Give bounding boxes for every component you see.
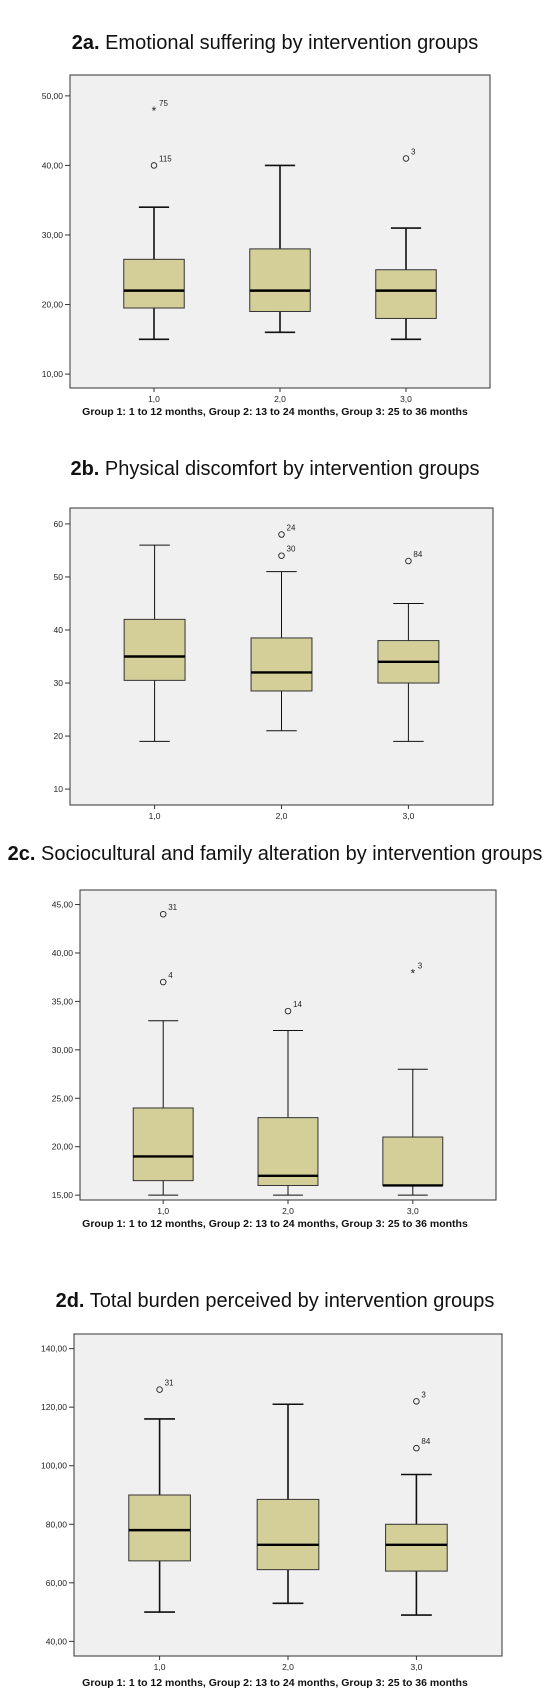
chart-title-prefix: 2b. xyxy=(70,458,100,480)
outlier-label: 30 xyxy=(287,545,296,554)
x-tick-label: 3,0 xyxy=(410,1662,422,1672)
chart-title-prefix: 2d. xyxy=(55,1290,85,1312)
outlier-marker xyxy=(405,557,412,565)
outlier-label: 75 xyxy=(159,99,168,108)
box xyxy=(128,1494,191,1562)
outlier-label: 3 xyxy=(421,1390,426,1399)
y-tick-label: 60 xyxy=(54,519,64,529)
outlier-label: 24 xyxy=(287,524,296,533)
outlier-label: 4 xyxy=(168,971,173,980)
extreme-outlier-marker: * xyxy=(152,104,157,118)
box xyxy=(123,258,185,309)
y-tick-label: 30 xyxy=(54,678,64,688)
box xyxy=(382,1136,444,1186)
box xyxy=(249,248,311,312)
x-tick-label: 1,0 xyxy=(157,1206,169,1216)
chart-title-text: Emotional suffering by intervention grou… xyxy=(105,32,479,54)
x-tick-label: 2,0 xyxy=(282,1662,294,1672)
box xyxy=(132,1107,194,1182)
y-tick-label: 40,00 xyxy=(52,948,74,958)
y-tick-label: 50,00 xyxy=(42,91,64,101)
x-tick-label: 2,0 xyxy=(274,394,286,404)
outlier-marker xyxy=(413,1444,420,1452)
chart-title-prefix: 2a. xyxy=(71,32,100,54)
y-tick-label: 30,00 xyxy=(52,1045,74,1055)
y-tick-label: 35,00 xyxy=(52,996,74,1006)
y-tick-label: 40 xyxy=(54,625,64,635)
extreme-outlier-marker: * xyxy=(410,966,415,980)
outlier-label: 31 xyxy=(165,1379,174,1388)
x-tick-label: 2,0 xyxy=(282,1206,294,1216)
y-tick-label: 120,00 xyxy=(41,1402,67,1412)
box xyxy=(375,269,437,319)
y-tick-label: 10 xyxy=(54,784,64,794)
chart-title: 2b. Physical discomfort by intervention … xyxy=(0,458,550,481)
chart-title-text: Physical discomfort by intervention grou… xyxy=(104,458,480,480)
x-tick-label: 3,0 xyxy=(407,1206,419,1216)
box xyxy=(257,1117,319,1186)
box xyxy=(123,618,186,681)
y-tick-label: 140,00 xyxy=(41,1344,67,1354)
y-tick-label: 50 xyxy=(54,572,64,582)
outlier-marker xyxy=(278,531,285,538)
outlier-label: 31 xyxy=(168,903,177,912)
y-tick-label: 60,00 xyxy=(46,1578,68,1588)
x-tick-label: 1,0 xyxy=(149,811,161,821)
outlier-marker xyxy=(284,1007,292,1015)
outlier-label: 3 xyxy=(411,147,416,156)
box xyxy=(385,1523,448,1572)
outlier-marker xyxy=(413,1398,420,1405)
x-tick-label: 3,0 xyxy=(400,394,412,404)
y-tick-label: 30,00 xyxy=(42,230,64,240)
chart-title-text: Total burden perceived by intervention g… xyxy=(89,1290,495,1312)
chart-title: 2a. Emotional suffering by intervention … xyxy=(0,32,550,55)
outlier-label: 3 xyxy=(418,961,423,970)
outlier-marker xyxy=(278,552,285,559)
outlier-marker xyxy=(159,978,167,986)
y-tick-label: 10,00 xyxy=(42,369,64,379)
outlier-label: 84 xyxy=(421,1437,430,1446)
outlier-marker xyxy=(402,155,410,162)
y-tick-label: 80,00 xyxy=(46,1519,68,1529)
chart-caption: Group 1: 1 to 12 months, Group 2: 13 to … xyxy=(82,406,468,418)
outlier-marker xyxy=(150,162,158,169)
outlier-marker xyxy=(156,1386,163,1393)
y-tick-label: 40,00 xyxy=(46,1636,68,1646)
outlier-label: 14 xyxy=(293,1000,302,1009)
outlier-label: 115 xyxy=(159,154,172,163)
box xyxy=(250,637,313,692)
outlier-label: 84 xyxy=(413,550,422,559)
chart-caption: Group 1: 1 to 12 months, Group 2: 13 to … xyxy=(82,1677,468,1689)
y-tick-label: 45,00 xyxy=(52,900,74,910)
chart-title-prefix: 2c. xyxy=(7,843,36,865)
box xyxy=(256,1498,320,1571)
outlier-marker xyxy=(159,910,167,918)
chart-title-text: Sociocultural and family alteration by i… xyxy=(40,843,543,865)
x-tick-label: 2,0 xyxy=(276,811,288,821)
chart-title: 2c. Sociocultural and family alteration … xyxy=(0,843,550,866)
y-tick-label: 20 xyxy=(54,731,64,741)
y-tick-label: 20,00 xyxy=(42,300,64,310)
y-tick-label: 100,00 xyxy=(41,1461,67,1471)
y-tick-label: 25,00 xyxy=(52,1093,74,1103)
y-tick-label: 15,00 xyxy=(52,1190,74,1200)
x-tick-label: 1,0 xyxy=(154,1662,166,1672)
y-tick-label: 40,00 xyxy=(42,160,64,170)
chart-title: 2d. Total burden perceived by interventi… xyxy=(0,1290,550,1313)
x-tick-label: 3,0 xyxy=(402,811,414,821)
x-tick-label: 1,0 xyxy=(148,394,160,404)
y-tick-label: 20,00 xyxy=(52,1142,74,1152)
chart-caption: Group 1: 1 to 12 months, Group 2: 13 to … xyxy=(82,1218,468,1230)
